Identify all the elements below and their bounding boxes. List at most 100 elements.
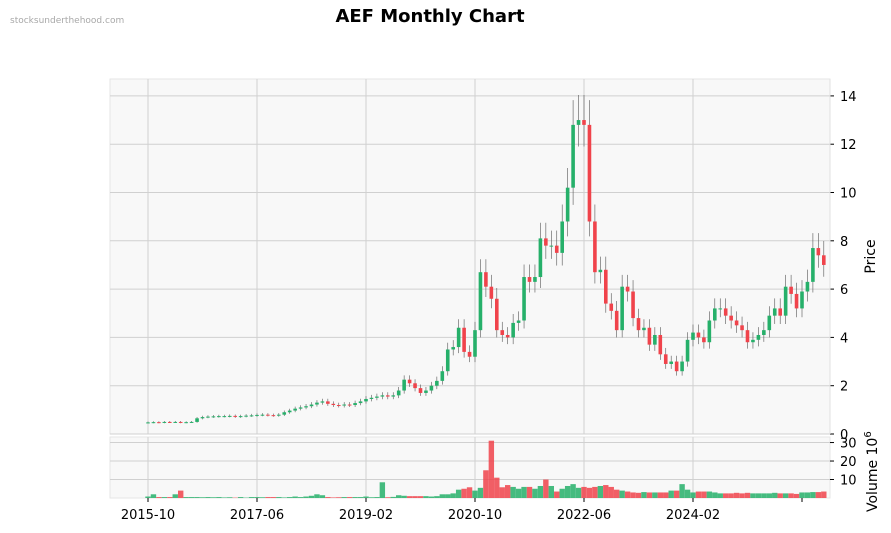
volume-tick-label: 10	[840, 474, 857, 489]
volume-bar	[461, 488, 467, 498]
candle-body	[713, 308, 717, 321]
candle-body	[631, 291, 635, 319]
candle-body	[168, 421, 172, 423]
volume-bar	[575, 487, 582, 498]
volume-bar	[597, 485, 604, 498]
volume-bar	[543, 479, 549, 498]
candle-body	[336, 405, 341, 407]
price-tick-label: 6	[840, 283, 848, 298]
candle-body	[696, 332, 701, 338]
volume-bar	[172, 494, 178, 498]
candle-body	[249, 415, 254, 417]
chart-title: AEF Monthly Chart	[335, 6, 525, 27]
candle-body	[326, 401, 330, 404]
candle-body	[407, 379, 412, 384]
volume-bar	[292, 496, 298, 498]
candle-body	[740, 325, 744, 331]
volume-bar	[554, 491, 560, 498]
candle-body	[778, 308, 782, 316]
candle-body	[467, 351, 472, 357]
candle-body	[789, 286, 793, 294]
volume-bar	[630, 492, 636, 498]
volume-bar	[821, 491, 827, 498]
candle-body	[238, 416, 243, 418]
volume-bar	[515, 488, 522, 498]
volume-bar	[385, 497, 391, 498]
volume-bar	[586, 487, 593, 498]
volume-bar	[635, 492, 642, 498]
volume-axis-label: Volume 106	[863, 431, 881, 512]
volume-bar	[646, 492, 653, 498]
volume-bar	[592, 486, 598, 498]
candle-body	[587, 124, 592, 222]
candle-body	[244, 415, 248, 417]
candle-body	[642, 327, 646, 331]
candle-body	[718, 308, 723, 310]
volume-bar	[254, 497, 260, 498]
candle-body	[473, 330, 477, 357]
candle-body	[435, 380, 439, 386]
volume-bar	[772, 492, 778, 498]
candle-body	[647, 327, 652, 345]
volume-bar	[679, 484, 685, 498]
volume-bar	[434, 496, 440, 498]
candle-body	[162, 421, 167, 423]
volume-bar	[270, 497, 277, 498]
candle-body	[440, 371, 445, 381]
volume-bar	[750, 493, 756, 498]
candle-body	[723, 308, 728, 316]
candle-body	[462, 327, 466, 352]
candle-body	[195, 418, 199, 422]
candle-body	[598, 269, 603, 273]
candle-body	[304, 406, 308, 408]
x-tick-label: 2019-02	[339, 508, 393, 523]
candle-body	[751, 339, 755, 343]
candle-body	[424, 390, 428, 393]
candle-body	[691, 332, 695, 340]
x-tick-label: 2022-06	[557, 508, 611, 523]
candle-body	[544, 238, 548, 246]
volume-bar	[739, 493, 745, 498]
candle-body	[560, 221, 564, 253]
volume-bar	[788, 493, 794, 498]
candle-body	[282, 412, 287, 415]
volume-bar	[265, 497, 271, 498]
volume-bar	[608, 486, 614, 498]
volume-bar	[603, 485, 609, 498]
candle-body	[386, 395, 390, 397]
volume-bar	[761, 493, 767, 498]
candle-body	[707, 320, 712, 343]
x-tick-label: 2015-10	[121, 508, 175, 523]
candle-body	[184, 422, 188, 424]
candle-body	[554, 245, 559, 253]
candle-body	[189, 421, 194, 423]
volume-bar	[205, 497, 211, 498]
candle-body	[206, 416, 210, 418]
volume-bar	[439, 494, 445, 498]
volume-bar	[303, 496, 309, 498]
candle-body	[375, 396, 379, 398]
volume-bar	[717, 493, 723, 498]
candle-body	[445, 349, 450, 372]
volume-bar	[532, 488, 538, 498]
candle-body	[680, 361, 684, 372]
candle-body	[364, 398, 368, 402]
candle-body	[293, 408, 297, 411]
volume-bar	[167, 497, 173, 498]
candle-body	[511, 322, 515, 338]
candle-body	[413, 383, 417, 389]
volume-bar	[308, 495, 315, 498]
candle-body	[620, 286, 624, 331]
candle-body	[822, 255, 826, 265]
volume-bar	[706, 491, 713, 498]
watermark: stocksunderthehood.com	[10, 16, 125, 26]
volume-bar	[363, 496, 369, 498]
volume-bar	[712, 492, 718, 498]
volume-bar	[319, 495, 326, 498]
candle-body	[347, 404, 352, 406]
volume-bar	[472, 490, 478, 498]
volume-bar	[390, 496, 396, 498]
volume-bar	[619, 490, 625, 498]
candle-body	[396, 390, 401, 396]
candle-body	[794, 293, 799, 309]
